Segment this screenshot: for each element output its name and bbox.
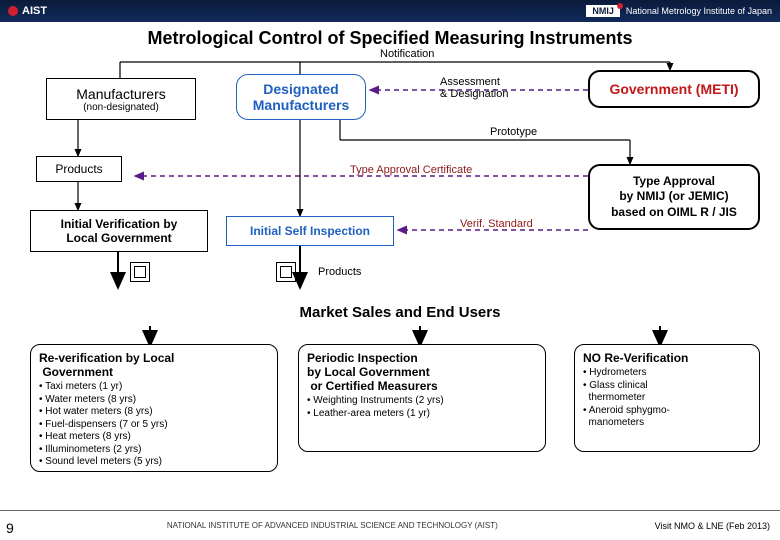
label-notification: Notification — [380, 48, 434, 60]
box-meti: Government (METI) — [588, 70, 760, 108]
box-type-approval: Type Approval by NMIJ (or JEMIC) based o… — [588, 164, 760, 230]
list-item: • Illuminometers (2 yrs) — [39, 444, 269, 457]
list-item: • Glass clinical thermometer — [583, 380, 751, 405]
market-label: Market Sales and End Users — [240, 304, 560, 321]
mark-icon-2 — [276, 262, 296, 282]
label-products: Products — [318, 266, 361, 278]
box-products: Products — [36, 156, 122, 182]
box-designated: Designated Manufacturers — [236, 74, 366, 120]
list-item: • Sound level meters (5 yrs) — [39, 456, 269, 469]
list-item: • Fuel-dispensers (7 or 5 yrs) — [39, 419, 269, 432]
list-item: • Hydrometers — [583, 367, 751, 380]
list-item: • Taxi meters (1 yr) — [39, 381, 269, 394]
box-initial-verif: Initial Verification by Local Government — [30, 210, 208, 252]
noreverif-title: NO Re-Verification — [583, 351, 751, 365]
reverif-title: Re-verification by Local Government — [39, 351, 269, 379]
footer-bar: 9 NATIONAL INSTITUTE OF ADVANCED INDUSTR… — [0, 510, 780, 540]
header-bar: AIST NMIJ National Metrology Institute o… — [0, 0, 780, 22]
label-prototype: Prototype — [490, 126, 537, 138]
diagram-canvas: Notification Assessment & Designation Pr… — [0, 48, 780, 510]
manufacturers-line2: (non-designated) — [83, 102, 159, 113]
list-item: • Water meters (8 yrs) — [39, 394, 269, 407]
label-verif-std: Verif. Standard — [460, 218, 533, 230]
nmij-block: NMIJ National Metrology Institute of Jap… — [586, 5, 772, 17]
nmij-logo: NMIJ — [586, 5, 620, 17]
periodic-title: Periodic Inspection by Local Government … — [307, 351, 537, 393]
box-self-inspection: Initial Self Inspection — [226, 216, 394, 246]
nmij-full: National Metrology Institute of Japan — [626, 6, 772, 16]
box-periodic: Periodic Inspection by Local Government … — [298, 344, 546, 452]
mark-icon-1 — [130, 262, 150, 282]
label-assessment: Assessment & Designation — [440, 76, 509, 100]
page-number: 9 — [6, 520, 14, 536]
periodic-list: • Weighting Instruments (2 yrs) • Leathe… — [307, 395, 537, 420]
manufacturers-line1: Manufacturers — [76, 86, 165, 102]
box-no-reverif: NO Re-Verification • Hydrometers • Glass… — [574, 344, 760, 452]
box-reverification: Re-verification by Local Government • Ta… — [30, 344, 278, 472]
list-item: • Aneroid sphygmo- manometers — [583, 405, 751, 430]
reverif-list: • Taxi meters (1 yr) • Water meters (8 y… — [39, 381, 269, 469]
slide-title: Metrological Control of Specified Measur… — [0, 22, 780, 51]
box-manufacturers: Manufacturers (non-designated) — [46, 78, 196, 120]
aist-logo: AIST — [8, 5, 47, 17]
footer-center: NATIONAL INSTITUTE OF ADVANCED INDUSTRIA… — [10, 521, 655, 530]
noreverif-list: • Hydrometers • Glass clinical thermomet… — [583, 367, 751, 430]
label-type-cert: Type Approval Certificate — [350, 164, 472, 176]
list-item: • Leather-area meters (1 yr) — [307, 408, 537, 421]
aist-dot-icon — [8, 6, 18, 16]
list-item: • Weighting Instruments (2 yrs) — [307, 395, 537, 408]
list-item: • Hot water meters (8 yrs) — [39, 406, 269, 419]
list-item: • Heat meters (8 yrs) — [39, 431, 269, 444]
aist-text: AIST — [22, 5, 47, 17]
footer-visit: Visit NMO & LNE (Feb 2013) — [655, 521, 770, 531]
meti-text: Government (METI) — [609, 81, 738, 97]
